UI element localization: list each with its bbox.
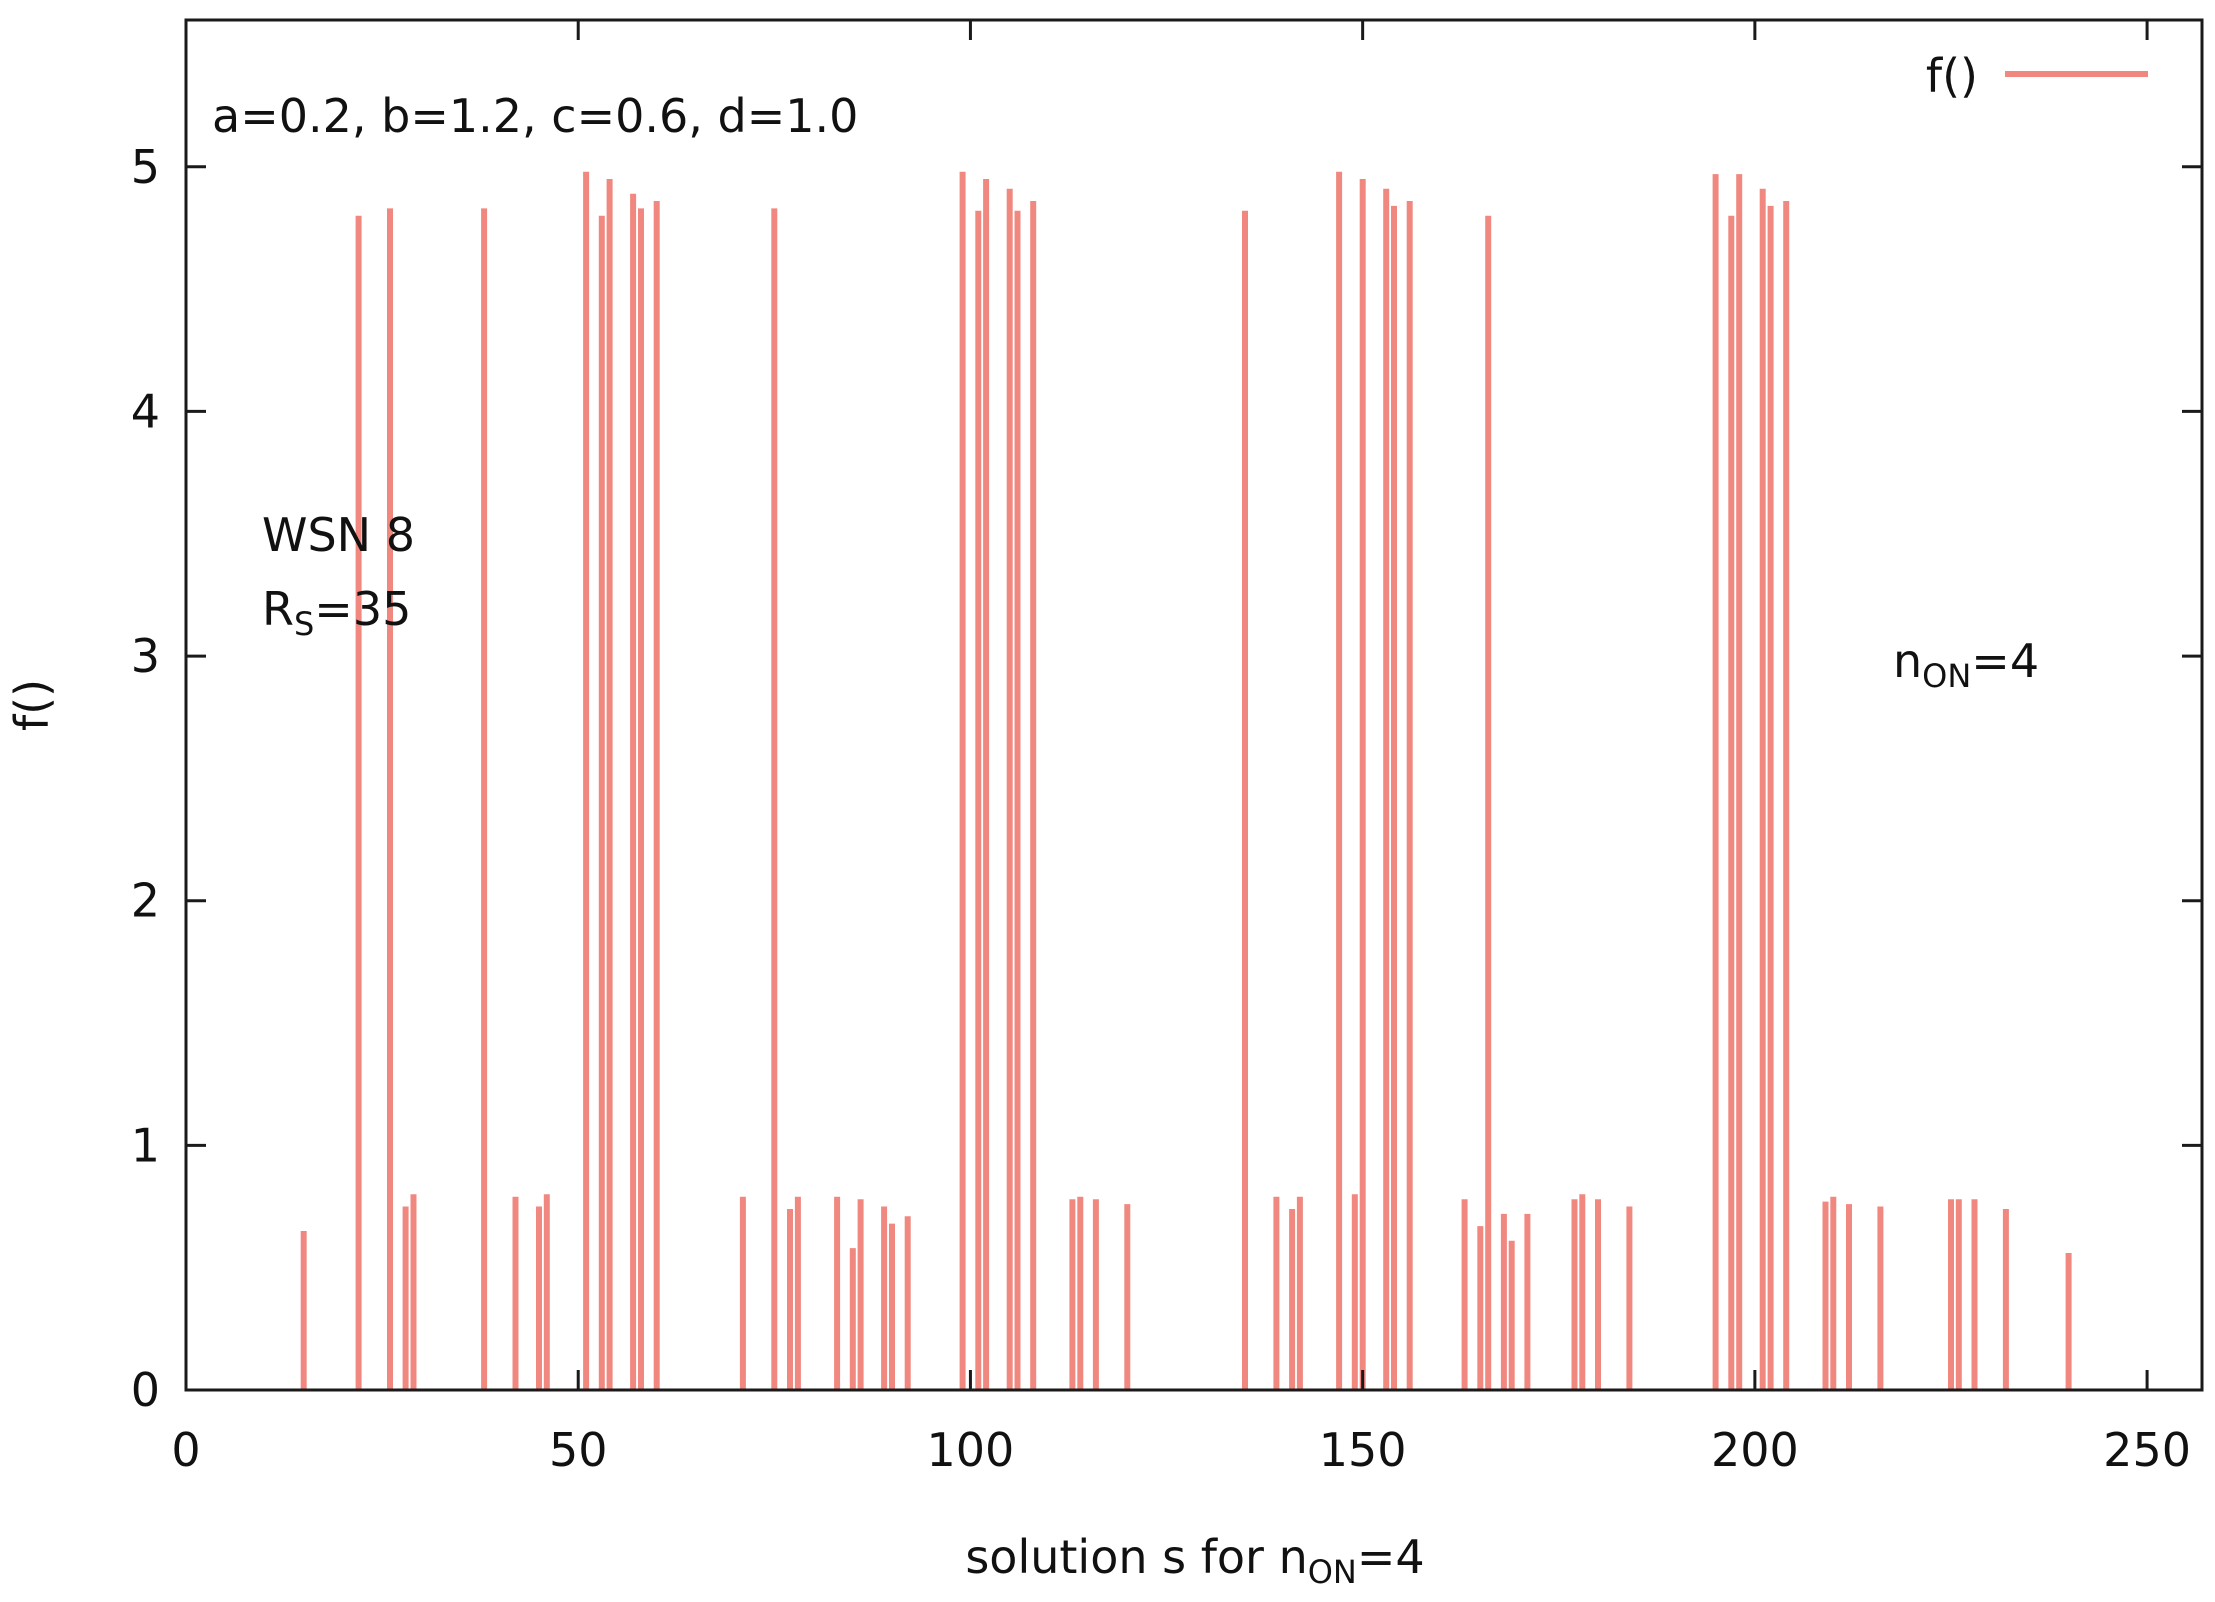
ticks-layer: 0 50 100 150 200 250 0 1 2 3 4 5 bbox=[131, 20, 2202, 1477]
legend: f() bbox=[1926, 49, 2148, 103]
y-tick-label-1: 1 bbox=[131, 1118, 160, 1172]
y-tick-label-2: 2 bbox=[131, 874, 160, 928]
y-axis-label: f() bbox=[5, 679, 59, 731]
annotation-non-sub: ON bbox=[1922, 657, 1971, 695]
x-tick-label-0: 0 bbox=[171, 1423, 200, 1477]
x-tick-label-4: 200 bbox=[1711, 1423, 1799, 1477]
x-axis-label-sub: ON bbox=[1308, 1553, 1357, 1591]
bars-layer bbox=[300, 171, 2072, 1390]
annotation-rs: RS=35 bbox=[262, 582, 411, 643]
legend-label: f() bbox=[1926, 49, 1978, 103]
annotation-non: nON=4 bbox=[1893, 634, 2039, 695]
annotation-rs-tail: =35 bbox=[314, 582, 411, 636]
x-tick-label-3: 150 bbox=[1319, 1423, 1407, 1477]
annotation-non-tail: =4 bbox=[1971, 634, 2039, 688]
y-tick-label-5: 5 bbox=[131, 140, 160, 194]
x-axis-label-main: solution s for n bbox=[965, 1530, 1307, 1584]
y-tick-label-3: 3 bbox=[131, 629, 160, 683]
annotation-non-main: n bbox=[1893, 634, 1922, 688]
x-axis-label-tail: =4 bbox=[1357, 1530, 1425, 1584]
annotation-params: a=0.2, b=1.2, c=0.6, d=1.0 bbox=[212, 89, 858, 143]
annotation-rs-sub: S bbox=[294, 605, 314, 643]
annotation-rs-main: R bbox=[262, 582, 294, 636]
y-tick-label-0: 0 bbox=[131, 1363, 160, 1417]
annotation-wsn: WSN 8 bbox=[262, 508, 415, 562]
y-tick-label-4: 4 bbox=[131, 384, 160, 438]
x-axis-label: solution s for nON=4 bbox=[965, 1530, 1424, 1591]
plot-frame bbox=[184, 18, 2204, 1392]
x-tick-label-1: 50 bbox=[549, 1423, 608, 1477]
x-tick-label-5: 250 bbox=[2103, 1423, 2191, 1477]
x-tick-label-2: 100 bbox=[927, 1423, 1015, 1477]
